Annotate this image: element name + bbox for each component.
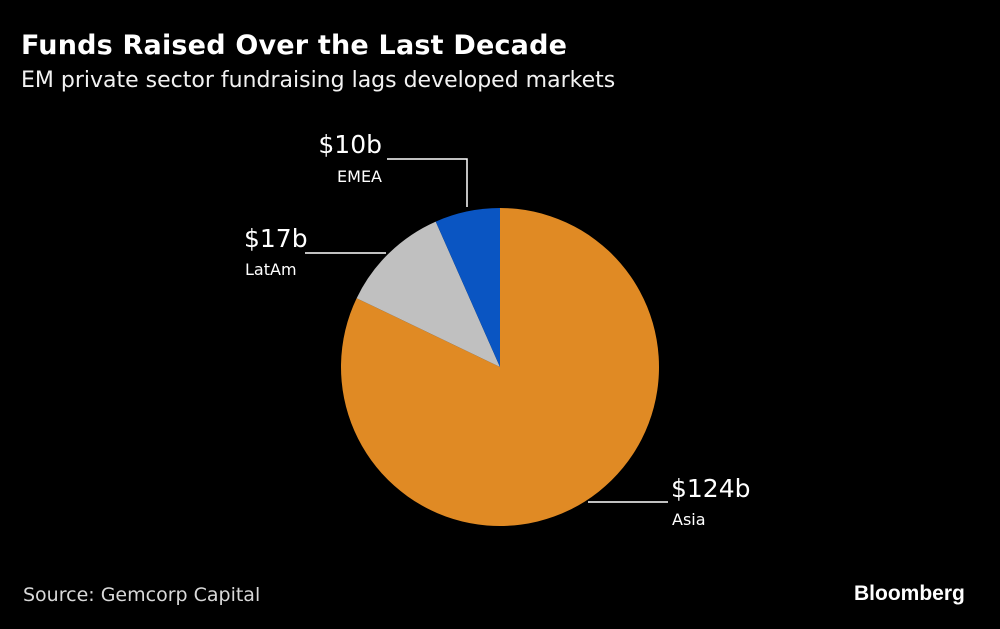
category-label-emea: EMEA	[337, 167, 382, 186]
category-label-asia: Asia	[672, 510, 706, 529]
leader-lines	[305, 158, 668, 503]
value-label-latam: $17b	[244, 224, 308, 253]
pie-slice-emea	[435, 208, 500, 367]
value-label-emea: $10b	[318, 130, 382, 159]
chart-title: Funds Raised Over the Last Decade	[21, 30, 568, 61]
category-label-latam: LatAm	[245, 260, 297, 279]
source-note: Source: Gemcorp Capital	[23, 584, 261, 606]
pie-slice-latam	[356, 221, 500, 367]
chart-subtitle: EM private sector fundraising lags devel…	[21, 68, 616, 93]
bloomberg-logo: Bloomberg	[854, 582, 965, 605]
pie-slices	[341, 208, 659, 526]
value-label-asia: $124b	[671, 474, 751, 503]
leader-line-emea	[387, 158, 468, 207]
